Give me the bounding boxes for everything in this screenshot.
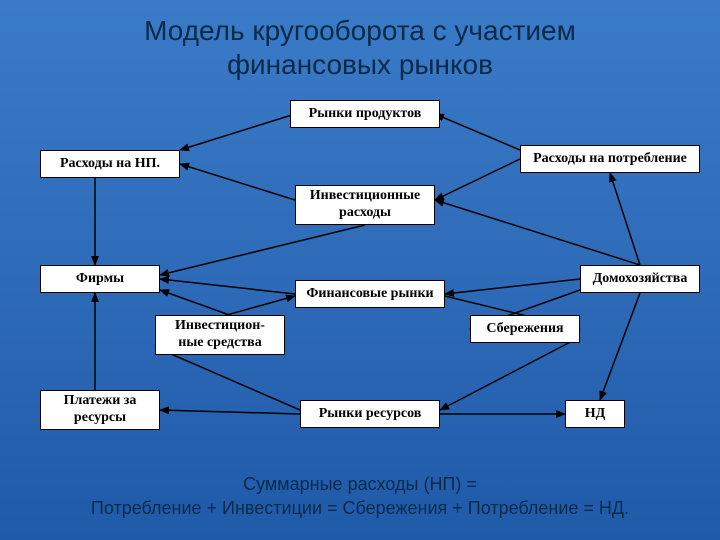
node-firms: Фирмы — [40, 265, 160, 293]
edge-8 — [160, 279, 295, 294]
edge-18 — [155, 347, 300, 410]
edge-5 — [610, 173, 640, 265]
edge-1 — [435, 114, 520, 150]
node-invRash: Инвестиционныерасходы — [295, 185, 435, 225]
edge-16 — [160, 410, 300, 414]
edge-19 — [440, 337, 580, 410]
node-products: Рынки продуктов — [290, 100, 440, 128]
edge-6 — [160, 225, 365, 275]
node-rashNP: Расходы на НП. — [40, 150, 180, 178]
edge-3 — [435, 159, 520, 200]
node-savings: Сбережения — [470, 315, 580, 343]
edge-9 — [445, 279, 580, 294]
footer-line2: Потребление + Инвестиции = Сбережения + … — [91, 498, 629, 518]
title-line2: финансовых рынков — [227, 49, 493, 80]
footer-line1: Суммарные расходы (НП) = — [243, 474, 477, 494]
circular-flow-diagram: Рынки продуктов Расходы на НП. Расходы на … — [20, 90, 700, 460]
summary-equation: Суммарные расходы (НП) = Потребление + И… — [0, 473, 720, 520]
title-line1: Модель кругооборота с участием — [144, 15, 576, 46]
edge-0 — [180, 114, 295, 150]
edge-2 — [180, 164, 295, 200]
node-payments: Платежи заресурсы — [40, 390, 160, 430]
node-nd: НД — [565, 400, 625, 428]
node-invFunds: Инвестицион-ные средства — [155, 315, 285, 355]
page-title: Модель кругооборота с участием финансовы… — [0, 0, 720, 81]
node-households: Домохозяйства — [580, 265, 700, 293]
node-resMarkets: Рынки ресурсов — [300, 400, 440, 428]
node-finMarkets: Финансовые рынки — [295, 280, 445, 308]
edge-15 — [600, 293, 640, 400]
edge-7 — [435, 200, 640, 265]
node-rashPotr: Расходы на потребление — [520, 145, 700, 173]
